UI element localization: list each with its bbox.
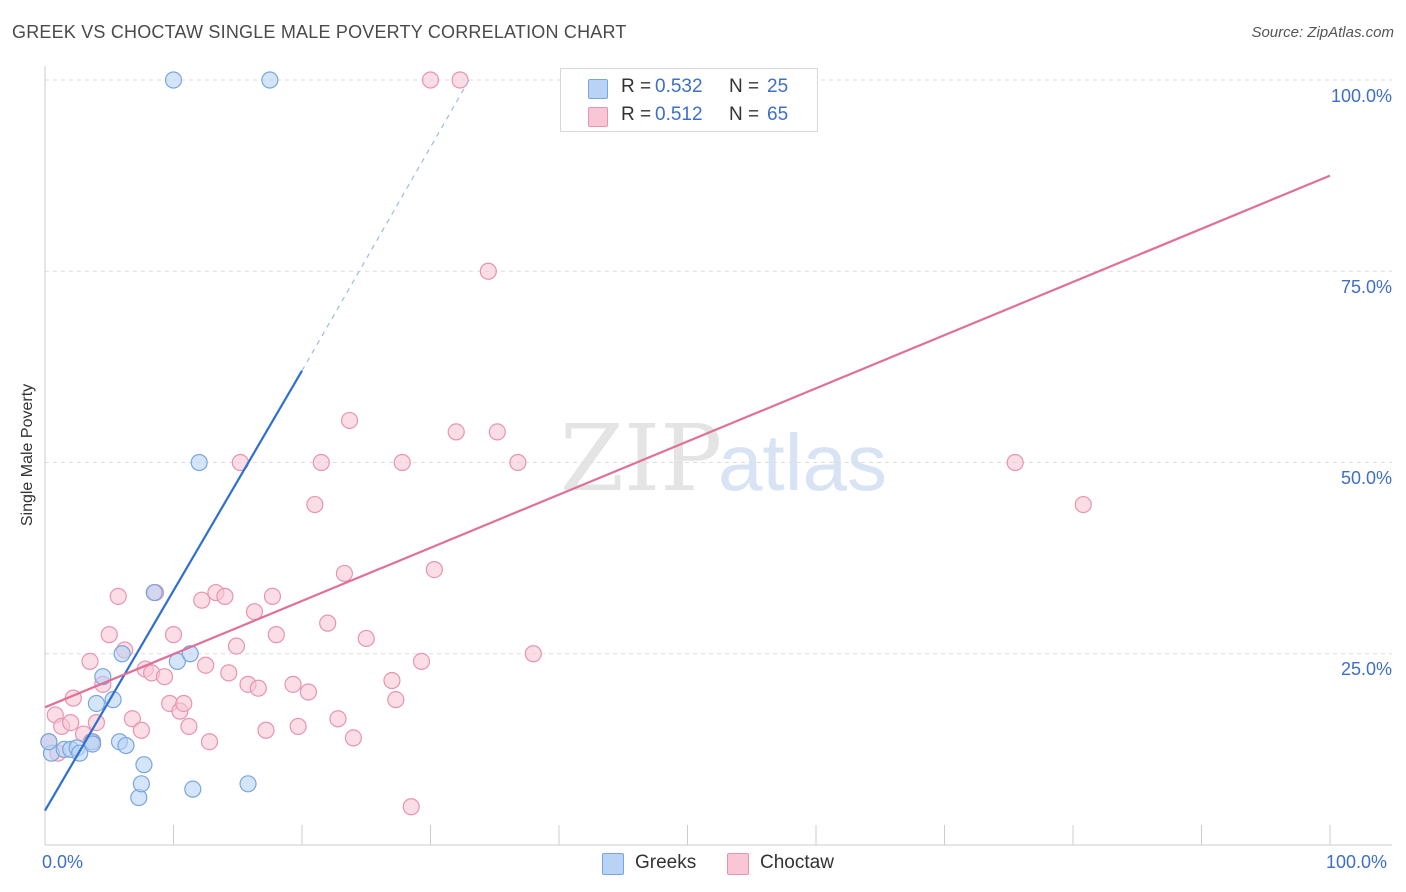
x-tick-label-max: 100.0% [1326,852,1388,872]
series-legend: Greeks Choctaw [0,852,1406,878]
watermark-atlas: atlas [718,418,887,507]
watermark-zip: ZIP [560,405,722,512]
choctaw-point [100,626,118,644]
choctaw-point [81,652,99,671]
choctaw-series [40,71,1092,816]
choctaw-point [344,729,362,747]
axes [44,66,1392,846]
choctaw-point [412,652,431,671]
choctaw-point [312,453,330,472]
correlation-legend: R = 0.532 N = 25 R = 0.512 N = 65 [560,68,818,132]
source-label: Source: ZipAtlas.com [1251,24,1394,41]
choctaw-point [524,645,542,663]
choctaw-point [383,671,401,690]
choctaw-point [197,656,215,674]
choctaw-point [402,798,420,816]
trend-lines [44,79,1331,812]
n-label: N = [729,76,760,97]
choctaw-point [284,675,302,693]
choctaw-trend-line [44,174,1331,709]
r-value: 0.512 [655,104,703,125]
choctaw-point [306,495,324,514]
greeks-point [104,691,122,709]
choctaw-point [329,710,347,728]
greeks-point [117,736,135,755]
choctaw-point [488,423,506,441]
greeks-trend-extension [301,79,470,371]
r-label: R = [621,76,652,97]
n-label: N = [729,104,760,125]
greeks-series [40,71,279,807]
choctaw-point [335,564,354,583]
greeks-point [190,453,208,472]
choctaw-swatch [727,853,749,875]
choctaw-point [340,411,359,430]
choctaw-point [289,717,307,736]
choctaw-point [421,71,440,89]
greeks-point [145,583,163,602]
greeks-point [164,71,183,89]
choctaw-point [1006,453,1024,472]
choctaw-point [319,614,337,632]
n-value: 25 [767,76,789,97]
gridlines [45,79,1392,655]
choctaw-point [509,453,527,472]
choctaw-point [180,717,198,736]
choctaw-point [479,262,497,280]
choctaw-point [220,664,238,682]
choctaw-point [425,560,443,579]
choctaw-point [447,423,465,441]
legend-row-choctaw: R = 0.512 N = 65 [561,101,817,131]
choctaw-point [132,721,150,739]
n-value: 65 [767,104,789,125]
legend-row-greeks: R = 0.532 N = 25 [561,73,817,103]
choctaw-point [263,587,282,605]
choctaw-point [1074,495,1092,514]
legend-label: Greeks [635,852,697,873]
r-label: R = [621,104,652,125]
watermark: ZIP atlas [560,405,887,512]
choctaw-point [193,591,211,609]
choctaw-point [155,668,174,686]
greeks-point [113,645,131,663]
y-tick-label-25: 25.0% [1340,659,1392,679]
x-tick-label-min: 0.0% [42,852,84,872]
choctaw-point [257,721,275,739]
greeks-point [184,780,202,798]
r-value: 0.532 [655,76,703,97]
y-tick-label-50: 50.0% [1340,468,1392,488]
choctaw-point [393,453,411,472]
choctaw-point [249,679,267,697]
choctaw-point [62,713,80,732]
choctaw-point [267,626,285,644]
choctaw-point [109,587,127,605]
greeks-trend-line [44,370,303,812]
choctaw-point [299,683,318,701]
choctaw-point [357,629,375,648]
greeks-point [132,775,150,793]
choctaw-point [123,710,141,728]
greeks-point [40,733,58,751]
choctaw-point [451,71,469,89]
y-tick-label-100: 100.0% [1330,86,1392,106]
greeks-point [135,756,153,774]
choctaw-point [227,637,246,655]
greeks-point [261,71,279,89]
choctaw-point [164,626,183,644]
choctaw-swatch [588,107,608,127]
choctaw-point [387,691,405,709]
choctaw-point [216,587,234,605]
choctaw-point [200,733,219,751]
greeks-point [239,775,257,793]
choctaw-point [175,694,193,713]
greeks-point [87,694,106,713]
greeks-swatch [602,853,624,875]
greeks-swatch [588,79,608,99]
y-tick-label-75: 75.0% [1340,277,1392,297]
legend-label: Choctaw [760,852,834,873]
chart-title: GREEK VS CHOCTAW SINGLE MALE POVERTY COR… [12,22,627,42]
